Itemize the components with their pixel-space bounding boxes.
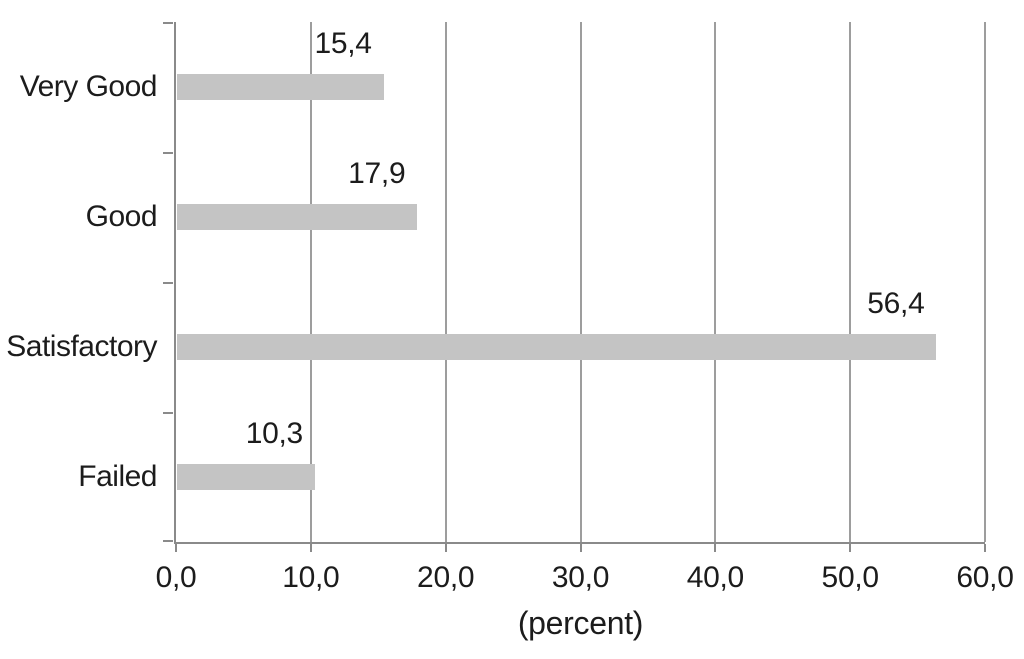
x-axis-tick (175, 544, 177, 552)
x-axis-tick-label: 30,0 (551, 561, 610, 594)
category-label: Very Good (19, 70, 158, 103)
x-axis-tick (309, 544, 312, 552)
x-axis-tick-label: 50,0 (821, 561, 880, 594)
bar-very-good (177, 74, 384, 100)
bar-satisfactory (177, 334, 937, 360)
y-axis-tick (163, 22, 173, 24)
y-axis-tick (163, 152, 173, 154)
x-axis-tick-label: 0,0 (155, 561, 197, 594)
category-label: Satisfactory (6, 330, 157, 363)
gridline (579, 22, 582, 542)
x-axis-tick-label: 60,0 (956, 561, 1014, 594)
x-axis-tick-label: 20,0 (417, 561, 475, 594)
x-axis-tick (579, 544, 582, 552)
x-axis-tick-label: 40,0 (686, 561, 745, 594)
bar-failed (177, 464, 315, 490)
gridline (984, 22, 986, 542)
x-axis-tick (849, 544, 852, 552)
x-axis-tick (444, 544, 447, 552)
x-axis-tick-label: 10,0 (282, 561, 340, 594)
x-axis-title: (percent) (517, 605, 644, 641)
category-label: Good (85, 200, 158, 233)
x-axis-tick (984, 544, 986, 552)
y-axis-tick (163, 282, 173, 284)
gridline (849, 22, 852, 542)
data-label: 10,3 (245, 417, 304, 450)
gridline (714, 22, 717, 542)
data-label: 17,9 (348, 157, 406, 190)
category-label: Failed (78, 460, 157, 493)
x-axis-tick (714, 544, 717, 552)
data-label: 15,4 (314, 27, 372, 60)
gridline (309, 22, 312, 542)
gridline (444, 22, 447, 542)
y-axis-tick (163, 540, 173, 542)
plot-area: 15,4 17,9 56,4 10,3 (163, 22, 986, 552)
y-axis-tick (163, 412, 173, 414)
bar-good (177, 204, 418, 230)
data-label: 56,4 (867, 287, 925, 320)
